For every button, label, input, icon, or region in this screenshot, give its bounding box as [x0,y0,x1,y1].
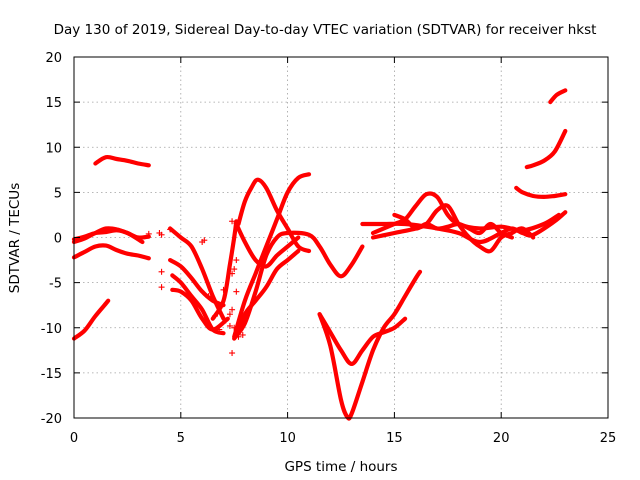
y-tick-label: 10 [45,141,62,156]
data-point-marker [226,311,233,318]
data-point-marker [216,326,223,333]
data-point-marker [145,230,152,237]
x-axis-label: GPS time / hours [284,459,397,475]
series-arc-14 [236,248,301,335]
series-arc-11 [232,230,365,341]
data-point-marker [222,317,229,324]
series-arc-4 [93,154,151,168]
series-arc-3 [71,228,145,245]
data-point-marker [231,266,238,273]
data-point-marker [220,286,227,293]
data-point-marker [239,331,246,338]
series-arc-21 [392,212,514,240]
data-points [145,218,246,357]
data-point-marker [167,226,174,233]
y-axis-label: SDTVAR / TECUs [7,183,23,293]
y-tick-label: 15 [45,96,62,111]
series-arc-24 [548,88,568,105]
y-tick-label: 0 [54,232,62,247]
data-point-marker [158,268,165,275]
axis-ticks [73,56,609,419]
data-series [71,88,568,421]
y-tick-labels: -20 -15 -10 -5 0 5 10 15 20 [41,51,62,427]
series-arc-10 [210,219,239,321]
data-point-marker [158,284,165,291]
data-point-marker [235,333,242,340]
series-arc-5 [71,298,111,341]
x-tick-label: 20 [493,431,510,446]
series-arc-17 [317,312,408,366]
y-tick-label: -10 [41,322,62,337]
data-point-marker [229,306,236,313]
data-point-marker [233,257,240,264]
x-tick-label: 10 [279,431,296,446]
series-arc-8 [170,287,230,332]
data-point-marker [226,322,233,329]
chart-title: Day 130 of 2019, Sidereal Day-to-day VTE… [54,22,597,38]
data-point-marker [233,288,240,295]
series-arc-15 [234,221,301,269]
y-tick-label: 5 [54,186,62,201]
x-tick-label: 15 [386,431,403,446]
series-arc-1 [71,243,151,261]
data-point-marker [201,237,208,244]
y-tick-label: -5 [49,277,62,292]
y-tick-label: -20 [41,412,62,427]
x-tick-label: 5 [177,431,185,446]
x-tick-labels: 0 5 10 15 20 25 [70,431,616,446]
y-tick-label: -15 [41,367,62,382]
series-arc-22 [514,185,568,199]
data-point-marker [158,231,165,238]
data-point-marker [231,324,238,331]
data-point-marker [229,270,236,277]
data-point-marker [229,218,236,225]
x-tick-label: 25 [600,431,617,446]
series-arc-16 [317,269,423,421]
x-tick-label: 0 [70,431,78,446]
series-arc-13 [232,172,312,339]
data-point-marker [211,313,218,320]
series-arc-23 [524,128,568,170]
grid [74,57,608,418]
series-arc-9 [168,226,226,321]
data-point-marker [205,293,212,300]
data-point-marker [229,350,236,357]
y-tick-label: 20 [45,51,62,66]
data-point-marker [233,220,240,227]
